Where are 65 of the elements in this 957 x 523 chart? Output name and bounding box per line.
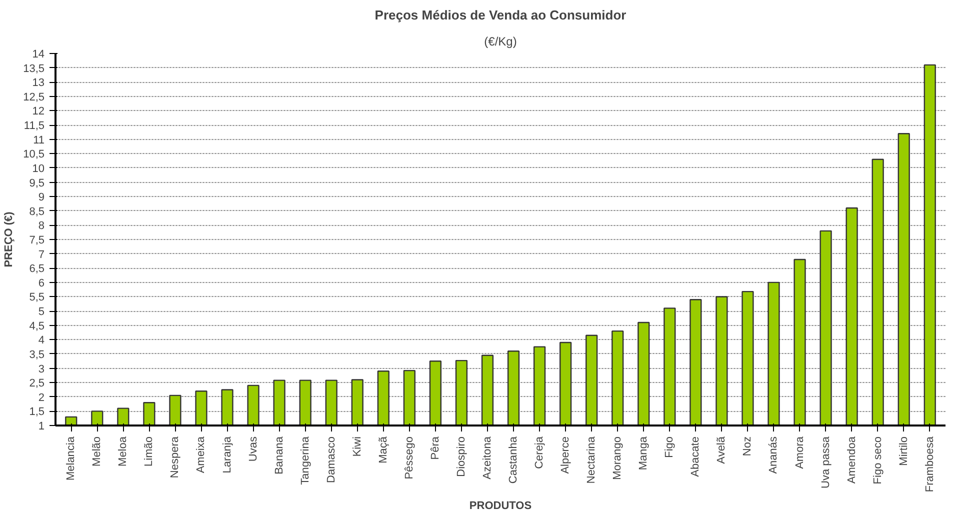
y-tick-label: 2 xyxy=(38,392,45,404)
x-tick-label: Maçã xyxy=(377,436,390,464)
x-tick-label: Laranja xyxy=(221,436,234,474)
y-tick-label: 1,5 xyxy=(29,406,45,418)
y-tick-label: 8,5 xyxy=(29,206,45,218)
x-tick-label: Damasco xyxy=(325,436,338,483)
y-tick-label: 12 xyxy=(32,106,45,118)
y-tick-label: 9 xyxy=(38,192,45,204)
x-tick-label: Melancia xyxy=(65,436,78,481)
x-tick-label: Castanha xyxy=(508,436,520,484)
x-tick-label: Avelã xyxy=(716,436,728,464)
y-tick-label: 13,5 xyxy=(23,62,45,75)
x-tick-label: Diospiro xyxy=(455,436,468,477)
y-tick-label: 10,5 xyxy=(23,148,45,161)
y-tick-label: 10 xyxy=(32,162,45,175)
x-tick-label: Manga xyxy=(638,436,650,470)
x-axis-title: PRODUTOS xyxy=(469,500,532,512)
x-tick-label: Ananás xyxy=(768,436,780,474)
y-tick-label: 2,5 xyxy=(29,378,45,390)
x-tick-label: Pêra xyxy=(429,436,442,460)
x-tick-label: Limão xyxy=(143,436,156,466)
y-tick-label: 7 xyxy=(38,248,45,261)
y-tick-label: 5 xyxy=(38,306,45,318)
x-tick-label: Alperce xyxy=(560,436,572,474)
x-tick-label: Figo xyxy=(664,436,676,458)
y-tick-label: 1 xyxy=(38,420,45,432)
y-tick-label: 11 xyxy=(33,134,45,146)
y-tick-label: 5,5 xyxy=(29,292,45,304)
x-tick-label: Amendoa xyxy=(846,436,858,484)
y-tick-label: 4 xyxy=(38,334,45,347)
x-tick-label: Banana xyxy=(273,436,286,474)
y-tick-label: 12,5 xyxy=(23,91,45,104)
y-tick-label: 8 xyxy=(38,220,45,232)
y-tick-label: 7,5 xyxy=(29,234,45,246)
y-tick-label: 6 xyxy=(38,277,45,290)
x-tick-label: Figo seco xyxy=(872,436,884,484)
y-axis-title: PREÇO (€) xyxy=(3,211,16,268)
y-tick-label: 9,5 xyxy=(29,177,45,190)
x-tick-label: Nespera xyxy=(169,436,182,478)
y-tick-label: 3 xyxy=(38,363,45,376)
x-tick-label: Amora xyxy=(794,436,806,469)
y-tick-label: 3,5 xyxy=(29,348,45,361)
x-tick-label: Noz xyxy=(742,436,754,456)
x-tick-label: Melão xyxy=(91,436,104,466)
x-tick-label: Uva passa xyxy=(820,436,832,488)
x-tick-label: Ameixa xyxy=(195,436,208,474)
x-tick-label: Abacate xyxy=(690,436,702,477)
chart-title: Preços Médios de Venda ao Consumidor xyxy=(374,8,626,22)
x-tick-label: Cereja xyxy=(534,436,546,469)
y-tick-label: 6,5 xyxy=(29,263,45,276)
x-tick-label: Pêssego xyxy=(403,436,416,480)
x-tick-label: Kiwi xyxy=(351,436,364,457)
x-tick-label: Meloa xyxy=(117,436,130,466)
y-tick-label: 13 xyxy=(32,77,45,90)
chart-subtitle: (€/Kg) xyxy=(484,34,517,48)
x-tick-label: Tangerina xyxy=(299,436,312,485)
x-tick-label: Uvas xyxy=(247,436,260,462)
x-tick-label: Framboesa xyxy=(924,436,936,492)
y-tick-label: 4,5 xyxy=(29,320,45,332)
y-tick-label: 14 xyxy=(32,48,45,60)
x-tick-label: Nectarina xyxy=(586,436,598,484)
x-tick-label: Mirtilo xyxy=(898,436,910,466)
x-tick-label: Azeitona xyxy=(481,436,494,480)
y-tick-label: 11,5 xyxy=(24,120,44,132)
x-tick-label: Morango xyxy=(612,436,624,480)
